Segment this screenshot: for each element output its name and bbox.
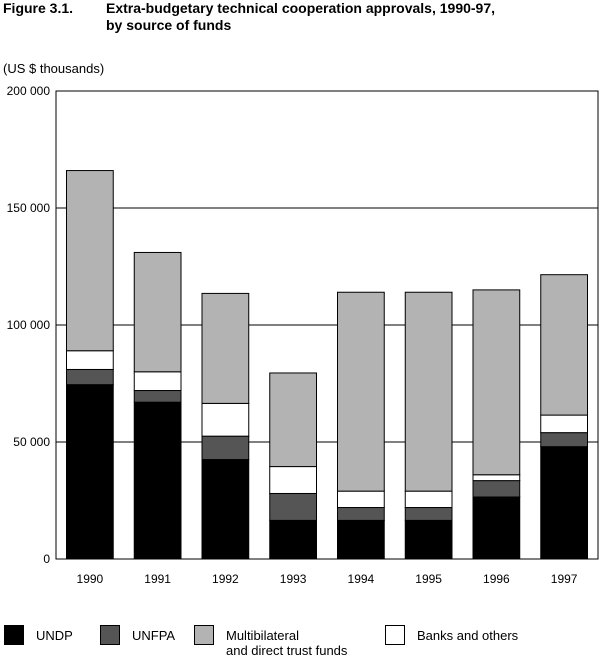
y-tick-label: 100 000 [7,318,51,332]
figure-title-line-2: by source of funds [106,17,232,33]
legend-label-multibilateral-2: and direct trust funds [226,643,348,658]
bar-1994-multibilateral-and-direct-trust-funds [337,291,385,492]
bar-1994-unfpa [337,507,385,521]
legend-label-multibilateral-1: Multibilateral [226,628,299,643]
bar-1997-banks-and-others [540,414,588,434]
bar-1993-unfpa [269,492,317,521]
y-tick-label: 200 000 [7,84,51,98]
legend-swatch-undp [4,625,24,645]
x-tick-label: 1994 [348,572,375,586]
bar-1996-undp [472,496,521,560]
y-tick-label: 50 000 [13,435,50,449]
figure-number: Figure 3.1. [3,0,74,16]
bar-1990-multibilateral-and-direct-trust-funds [66,170,114,352]
bar-1995-banks-and-others [404,490,453,509]
bar-1992-banks-and-others [201,402,250,437]
y-tick-label: 0 [43,552,50,566]
bar-1993-banks-and-others [269,466,317,494]
legend-swatch-multibilateral [194,625,214,645]
legend-swatch-banks [385,625,405,645]
bar-1994-undp [337,519,385,560]
bar-1992-undp [201,459,250,560]
legend-item-multibilateral: Multibilateral and direct trust funds [194,625,386,658]
legend-swatch-unfpa [100,625,120,645]
bar-1996-unfpa [472,480,521,498]
legend-item-undp: UNDP [4,625,196,645]
legend-label-undp: UNDP [36,628,73,643]
bar-1996-multibilateral-and-direct-trust-funds [472,289,521,476]
legend-label-banks: Banks and others [417,628,519,643]
bar-1990-banks-and-others [66,350,114,370]
plot-frame [55,90,599,560]
bar-1994-banks-and-others [337,490,385,509]
bars [66,170,588,560]
unit-label: (US $ thousands) [3,61,105,76]
bar-1997-unfpa [540,432,588,448]
legend-item-banks: Banks and others [385,625,577,645]
legend-item-unfpa: UNFPA [100,625,292,645]
bar-1990-undp [66,384,114,560]
y-axis-ticks: 0 50 000 100 000 150 000 200 000 [7,84,51,566]
legend-label-unfpa: UNFPA [132,628,176,643]
bar-1993-multibilateral-and-direct-trust-funds [269,372,317,468]
bar-1991-undp [133,401,182,560]
bar-1995-unfpa [404,507,453,521]
x-tick-label: 1993 [280,572,307,586]
bar-1991-banks-and-others [133,371,182,392]
figure-title-text: Extra-budgetary technical cooperation ap… [106,0,586,34]
bar-1996-banks-and-others [472,474,521,482]
bar-1995-undp [404,519,453,560]
x-tick-label: 1991 [144,572,171,586]
x-tick-label: 1992 [212,572,239,586]
x-tick-label: 1995 [415,572,442,586]
bar-1997-undp [540,446,588,560]
bar-1997-multibilateral-and-direct-trust-funds [540,274,588,416]
bar-1992-unfpa [201,435,250,461]
y-tick-label: 150 000 [7,201,51,215]
x-tick-label: 1996 [483,572,510,586]
bar-1992-multibilateral-and-direct-trust-funds [201,292,250,404]
bar-1995-multibilateral-and-direct-trust-funds [404,291,453,492]
bar-1993-undp [269,519,317,560]
bar-1991-multibilateral-and-direct-trust-funds [133,251,182,373]
figure-title-line-1: Extra-budgetary technical cooperation ap… [106,0,496,16]
x-tick-label: 1990 [77,572,104,586]
bar-1991-unfpa [133,390,182,403]
bar-1990-unfpa [66,368,114,386]
x-tick-label: 1997 [551,572,578,586]
x-axis-ticks: 1990 1991 1992 1993 1994 1995 1996 1997 [77,572,578,586]
